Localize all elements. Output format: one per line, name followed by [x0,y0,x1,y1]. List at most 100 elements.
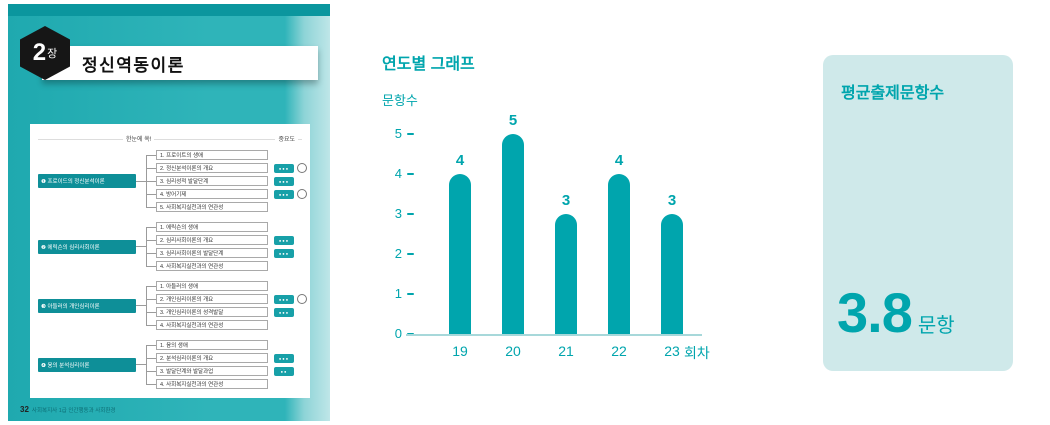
tree-child-node: 3. 발달단계와 발달과업 [156,366,268,376]
tree-connector-child [146,344,156,346]
y-axis-tick-label: 4 [394,166,402,181]
tree-connector-child [146,206,156,208]
tree-connector-parent [136,180,146,182]
chapter-number: 2 [32,39,47,66]
page-footer-text: 사회복지사 1급 인간행동과 사회환경 [31,408,116,414]
tree-child-node: 1. 프로이트의 생애 [156,150,268,160]
exam-mark-icon [297,294,307,304]
tree-child-node: 4. 사회복지실천과의 연관성 [156,379,268,389]
bar-20 [502,134,524,334]
tree-section: ❹ 융의 분석심리이론 1. 융의 생애 2. 분석심리이론의 개요 ●●● 3. 발달… [38,340,308,389]
exam-mark-icon [297,163,307,173]
importance-dots: ●● [274,366,294,376]
x-axis-unit-label: 회차 [684,345,710,361]
tree-connector-parent [136,364,146,365]
bar-22 [608,174,630,334]
tree-child-node: 1. 융의 생애 [156,340,268,350]
bar-value-label: 5 [508,112,518,129]
tree-connector-vertical [146,345,147,384]
average-unit: 문항 [917,315,955,337]
tree-parent-node: ❶ 프로이드의 정신분석이론 [38,174,136,188]
y-axis-tick-label: 3 [394,206,402,221]
tree-connector-child [146,311,156,313]
chapter-title: 정신역동이론 [42,46,318,80]
importance-dots: ●●● [274,353,294,363]
yearly-bar-chart: 연도별 그래프 문항수 0 1 2 3 4 5 4 19 5 20 3 21 4 22 3 23 회차 [368,42,728,387]
x-axis-tick-label: 19 [452,343,468,359]
tree-connector-child [146,154,156,156]
importance-dots: ●●● [274,163,294,173]
tree-connector-child [146,239,156,241]
y-axis-tick-mark [407,213,414,215]
x-axis-tick-label: 22 [611,343,627,359]
tree-connector-parent [136,246,146,247]
bar-value-label: 4 [455,152,465,169]
tree-connector-child [146,298,156,300]
tree-connector-child [146,383,156,385]
tree-connector-vertical [146,227,147,266]
tree-connector-child [146,265,156,267]
tree-child-node: 3. 개인심리이론의 성격발달 [156,307,268,317]
tree-connector-child [146,167,156,169]
importance-dots: ●●● [274,235,294,245]
x-axis-tick-label: 20 [505,343,521,359]
tree-child-node: 4. 사회복지실천과의 연관성 [156,320,268,330]
tree-parent-node: ❸ 아들러의 개인심리이론 [38,298,136,313]
tree-child-node: 2. 정신분석이론의 개요 [156,163,268,173]
y-axis-tick-label: 2 [394,246,402,261]
outline-panel: 한눈에 쏙! 중요도 ❶ 프로이드의 정신분석이론 1. 프로이트의 생애 2. 정… [30,124,310,398]
y-axis-tick-mark [407,173,414,175]
bar-23 [661,214,683,334]
tree-connector-child [146,193,156,195]
tree-connector-child [146,252,156,254]
outline-header-right: 중요도 [275,134,298,143]
tree-connector-child [146,370,156,372]
outline-header-left: 한눈에 쏙! [123,134,155,143]
y-axis-tick-label: 0 [394,326,402,341]
tree-connector-parent [136,305,146,306]
tree-connector-child [146,324,156,326]
topic-tree: ❶ 프로이드의 정신분석이론 1. 프로이트의 생애 2. 정신분석이론의 개요 ●●… [38,150,308,396]
page-top-band [8,4,330,16]
tree-section: ❷ 에릭슨의 심리사회이론 1. 에릭슨의 생애 2. 심리사회이론의 개요 ●●● 3… [38,222,308,271]
average-value: 3.8 [837,281,913,344]
chart-y-axis-label: 문항수 [382,93,418,108]
importance-dots: ●●● [274,176,294,186]
x-axis-tick-label: 23 [664,343,680,359]
importance-dots: ●●● [274,307,294,317]
y-axis-tick-label: 1 [394,286,402,301]
tree-child-node: 2. 분석심리이론의 개요 [156,353,268,363]
average-questions-box: 평균출제문항수 3.8 문항 [823,55,1013,371]
book-page: 2 장 정신역동이론 한눈에 쏙! 중요도 ❶ 프로이드의 정신분석이론 1. 프… [8,4,330,421]
tree-parent-node: ❷ 에릭슨의 심리사회이론 [38,239,136,254]
chapter-suffix: 장 [47,48,58,60]
tree-child-node: 5. 사회복지실천과의 연관성 [156,202,268,212]
x-axis-tick-label: 21 [558,343,574,359]
tree-connector-vertical [146,286,147,325]
tree-child-node: 2. 개인심리이론의 개요 [156,294,268,304]
tree-child-node: 1. 아들러의 생애 [156,281,268,291]
bar-value-label: 3 [667,192,677,209]
tree-connector-child [146,180,156,182]
importance-dots: ●●● [274,248,294,258]
bar-value-label: 3 [561,192,571,209]
bar-value-label: 4 [614,152,624,169]
tree-child-node: 3. 심리사회이론의 발달단계 [156,248,268,258]
tree-connector-child [146,285,156,287]
importance-dots: ●●● [274,189,294,199]
y-axis-tick-mark [407,293,414,295]
page-number: 32 [20,405,29,414]
bar-21 [555,214,577,334]
tree-child-node: 4. 사회복지실천과의 연관성 [156,261,268,271]
average-value-row: 3.8 문항 [837,285,955,341]
tree-parent-node: ❹ 융의 분석심리이론 [38,357,136,372]
importance-dots: ●●● [274,294,294,304]
tree-connector-child [146,357,156,359]
tree-child-node: 3. 심리성적 발달단계 [156,176,268,186]
chart-title: 연도별 그래프 [382,56,475,73]
tree-child-node: 1. 에릭슨의 생애 [156,222,268,232]
tree-section: ❸ 아들러의 개인심리이론 1. 아들러의 생애 2. 개인심리이론의 개요 ●●● 3… [38,281,308,330]
y-axis-tick-mark [407,253,414,255]
tree-child-node: 2. 심리사회이론의 개요 [156,235,268,245]
